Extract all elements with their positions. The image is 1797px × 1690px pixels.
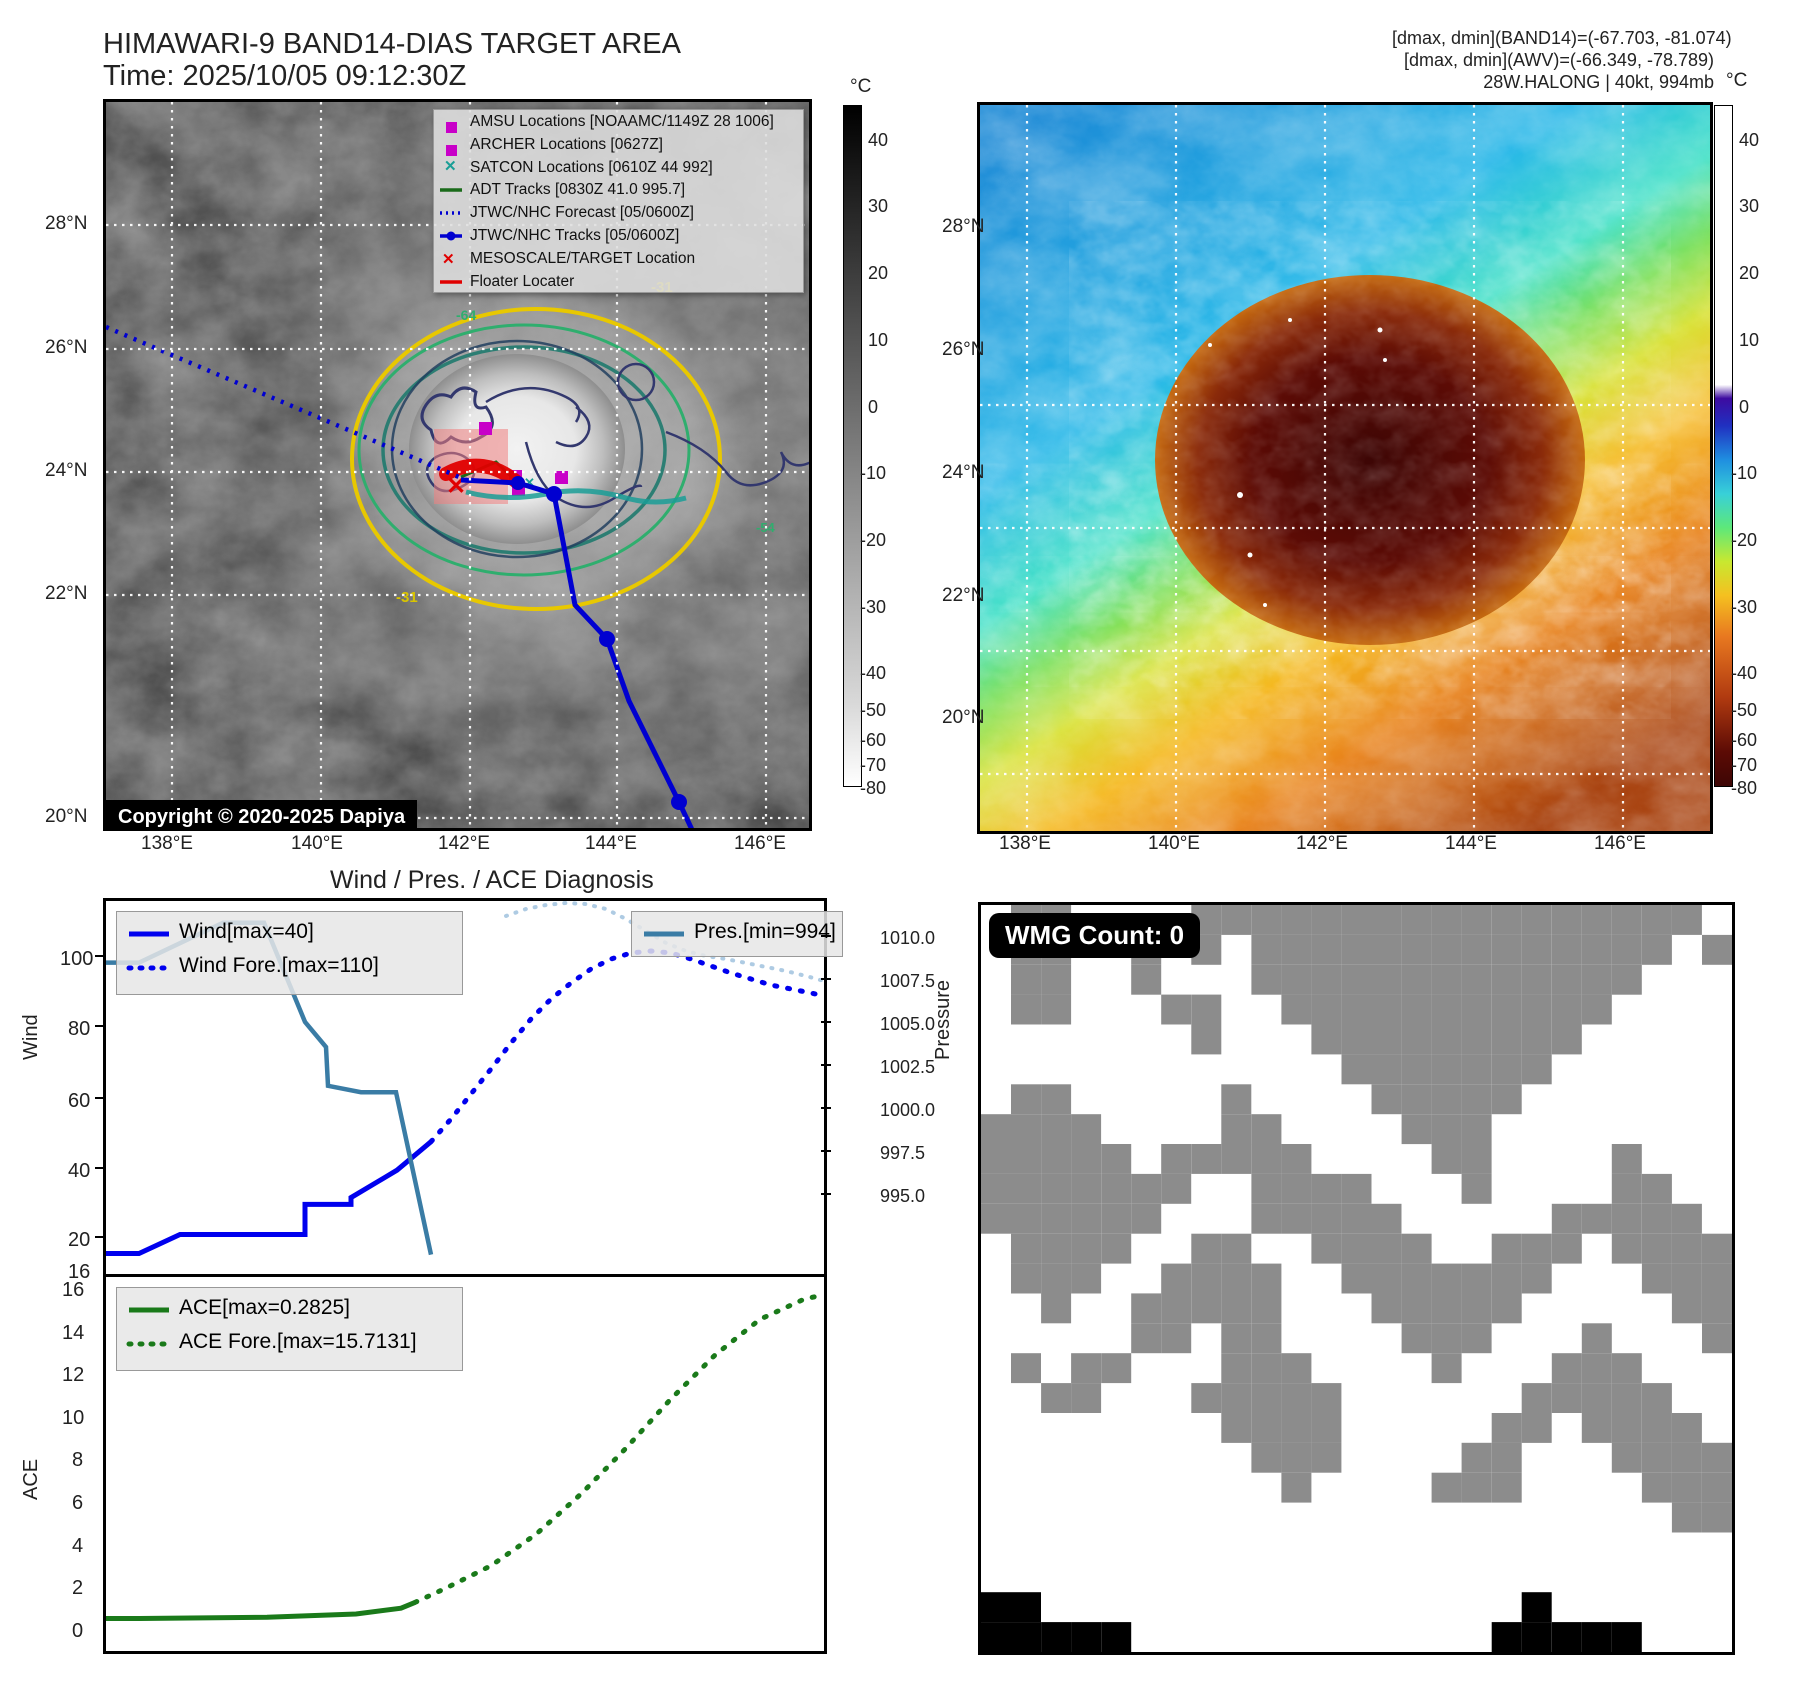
svg-text:-64: -64 bbox=[456, 307, 476, 323]
svg-text:✕: ✕ bbox=[444, 158, 457, 175]
svg-text:-31: -31 bbox=[396, 589, 418, 606]
svg-text:✕: ✕ bbox=[442, 251, 455, 268]
